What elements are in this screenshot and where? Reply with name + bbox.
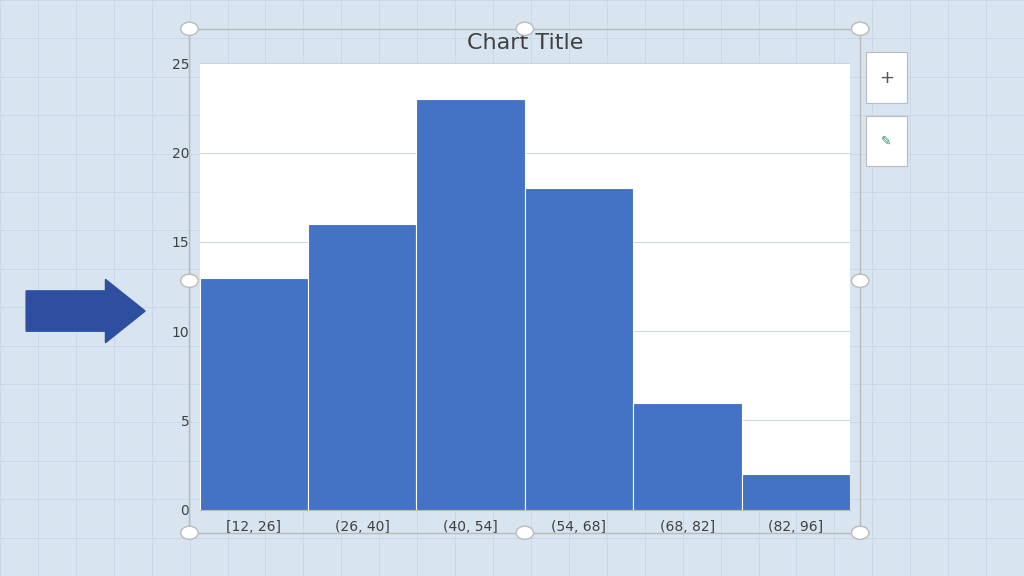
FancyBboxPatch shape <box>865 52 907 103</box>
Circle shape <box>516 526 534 539</box>
Title: Chart Title: Chart Title <box>467 33 583 54</box>
FancyArrow shape <box>27 279 145 343</box>
Text: +: + <box>879 69 894 87</box>
Circle shape <box>180 526 199 539</box>
Bar <box>417 99 524 510</box>
Bar <box>741 474 850 510</box>
Bar <box>200 278 308 510</box>
Bar <box>524 188 633 510</box>
Text: ✎: ✎ <box>881 135 892 147</box>
Circle shape <box>516 22 534 35</box>
FancyBboxPatch shape <box>865 116 907 166</box>
Bar <box>633 403 741 510</box>
Circle shape <box>851 526 869 539</box>
Circle shape <box>851 22 869 35</box>
Circle shape <box>180 274 199 287</box>
Circle shape <box>851 274 869 287</box>
Circle shape <box>180 22 199 35</box>
Bar <box>308 224 417 510</box>
